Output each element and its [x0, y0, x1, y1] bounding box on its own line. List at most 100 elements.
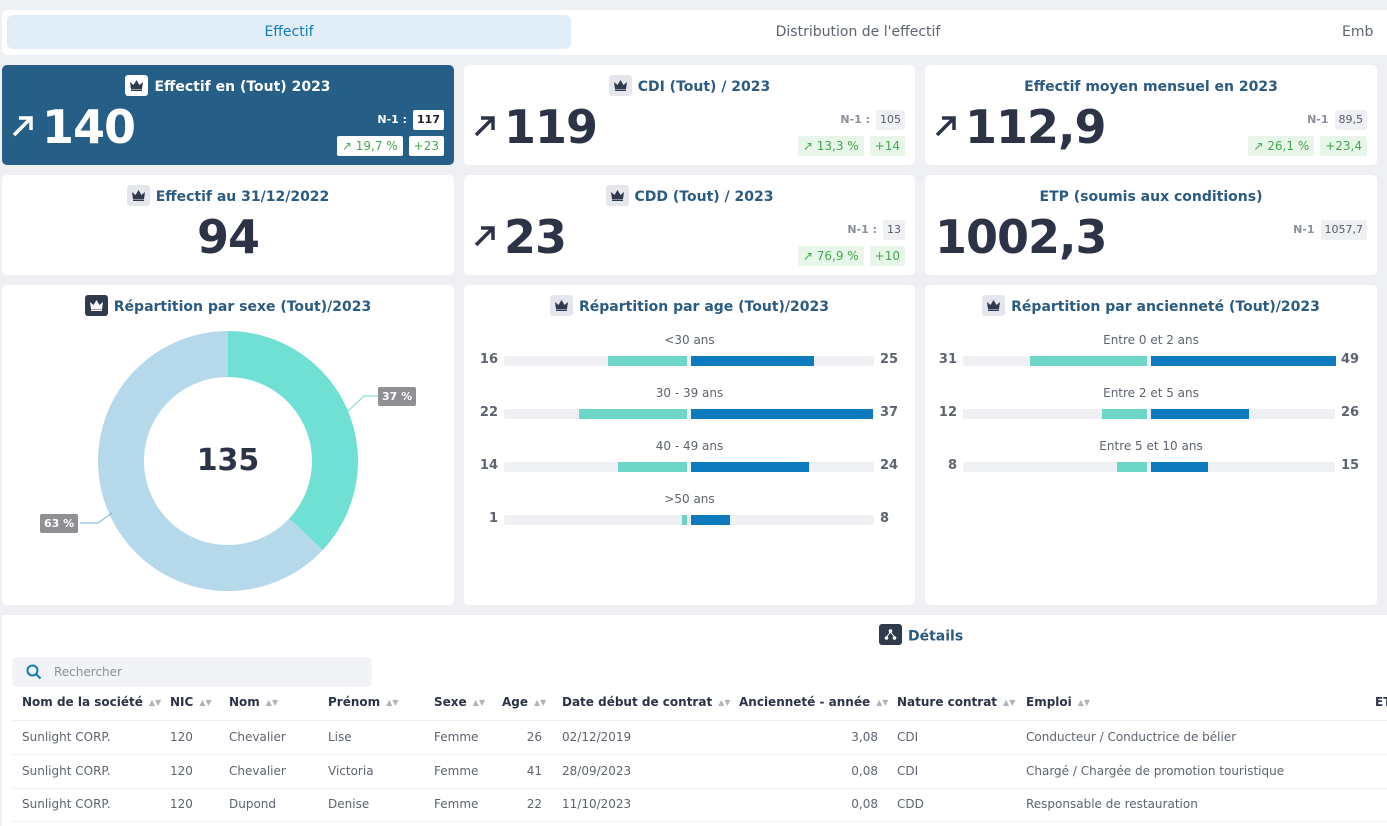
- donut-slice-femme[interactable]: [228, 331, 358, 550]
- kpi-value: 119: [472, 102, 598, 152]
- bar-homme[interactable]: [1151, 409, 1250, 419]
- n1-value: 89,5: [1334, 110, 1367, 130]
- bar-homme[interactable]: [691, 409, 873, 419]
- column-header-text: Emploi: [1026, 695, 1072, 709]
- kpi-title: CDD (Tout) / 2023: [464, 184, 915, 208]
- column-header[interactable]: Nom de la société ▲▼: [22, 695, 162, 709]
- column-header[interactable]: Prénom ▲▼: [328, 695, 399, 709]
- table-cell: 41: [526, 763, 542, 778]
- column-header[interactable]: Date début de contrat ▲▼: [562, 695, 731, 709]
- bar-femme[interactable]: [1029, 356, 1147, 366]
- slice-label-femme: 37 %: [378, 387, 417, 406]
- bar-homme[interactable]: [1151, 462, 1208, 472]
- table-cell: Victoria: [328, 763, 374, 778]
- sort-icon[interactable]: ▲▼: [876, 698, 889, 707]
- crown-icon: [126, 184, 150, 206]
- sort-icon[interactable]: ▲▼: [199, 698, 212, 707]
- arrow-up-right-icon: [935, 116, 956, 137]
- bar-homme[interactable]: [1151, 356, 1336, 366]
- table-cell: 28/09/2023: [562, 763, 632, 778]
- details-panel: Détails Nom de la société▲▼NIC▲▼Nom▲▼Pré…: [2, 615, 1387, 826]
- crown-icon: [84, 294, 108, 316]
- column-header[interactable]: Sexe ▲▼: [434, 695, 485, 709]
- row-divider: [12, 754, 1387, 755]
- kpi-card-etp: ETP (soumis aux conditions) 1002,3 N-1 10…: [925, 175, 1377, 275]
- bar-femme[interactable]: [1116, 462, 1147, 472]
- sort-icon[interactable]: ▲▼: [718, 698, 731, 707]
- column-header[interactable]: Nom ▲▼: [229, 695, 279, 709]
- kpi-deltas: ↗ 13,3 % +14: [792, 135, 905, 156]
- column-header[interactable]: Age ▲▼: [502, 695, 547, 709]
- tab-embauches[interactable]: Emb: [1342, 24, 1374, 40]
- sort-icon[interactable]: ▲▼: [148, 698, 162, 707]
- bar-group-label: <30 ans: [664, 333, 715, 347]
- bar-group-label: >50 ans: [664, 492, 715, 506]
- column-header[interactable]: Emploi ▲▼: [1026, 695, 1091, 709]
- search-input[interactable]: [54, 663, 354, 681]
- table-cell: 120: [170, 797, 193, 811]
- crown-icon: [549, 294, 573, 316]
- table-cell: Chevalier: [229, 730, 286, 744]
- kpi-n1: N-1 : 13: [847, 220, 905, 240]
- row-divider: [12, 821, 1387, 822]
- bar-femme[interactable]: [608, 356, 687, 366]
- delta-abs: +23: [408, 136, 444, 156]
- delta-pct-text: 76,9 %: [816, 249, 859, 263]
- arrow-up-right-icon: [12, 116, 33, 137]
- bar-track: [963, 356, 1335, 366]
- kpi-deltas: ↗ 26,1 % +23,4: [1242, 135, 1367, 156]
- kpi-title-text: Effectif en (Tout) 2023: [154, 79, 331, 95]
- kpi-value: 1002,3: [935, 210, 1108, 264]
- column-header[interactable]: NIC ▲▼: [170, 695, 212, 709]
- table-cell: Sunlight CORP.: [22, 763, 111, 778]
- column-header-text: Date début de contrat: [562, 695, 713, 709]
- donut-slice-homme[interactable]: [97, 331, 323, 591]
- kpi-card-effectif: Effectif en (Tout) 2023 140 N-1 : 117 ↗ 1…: [2, 65, 454, 165]
- sort-icon[interactable]: ▲▼: [265, 698, 279, 707]
- delta-abs: +14: [869, 136, 905, 156]
- crown-icon: [982, 294, 1006, 316]
- bar-track: [504, 515, 874, 525]
- column-header[interactable]: Ancienneté - année ▲▼: [739, 695, 889, 709]
- tab-distribution[interactable]: Distribution de l'effectif: [775, 24, 941, 40]
- bar-femme[interactable]: [682, 515, 687, 525]
- bar-homme[interactable]: [691, 356, 814, 366]
- bar-homme[interactable]: [691, 462, 810, 472]
- bar-homme[interactable]: [691, 515, 731, 525]
- table-cell: Lise: [328, 730, 352, 744]
- n1-label: N-1 :: [840, 113, 870, 126]
- bar-femme[interactable]: [578, 409, 687, 419]
- tab-effectif[interactable]: Effectif: [7, 15, 571, 49]
- bar-track: [963, 409, 1335, 419]
- kpi-title-text: Effectif au 31/12/2022: [155, 189, 330, 205]
- sort-icon[interactable]: ▲▼: [1003, 698, 1016, 707]
- value-homme: 8: [880, 511, 890, 526]
- crown-icon: [608, 74, 632, 96]
- column-header-text: Ancienneté - année: [739, 695, 871, 709]
- column-header-text: Age: [502, 695, 529, 709]
- table-cell: Femme: [434, 763, 479, 778]
- sort-icon[interactable]: ▲▼: [534, 698, 547, 707]
- search-box: [12, 657, 372, 687]
- value-femme: 1: [488, 511, 498, 526]
- bar-group-label: Entre 0 et 2 ans: [1103, 333, 1199, 347]
- table-cell: 02/12/2019: [562, 730, 632, 744]
- kpi-card-effectif-2022: Effectif au 31/12/2022 94: [2, 175, 454, 275]
- kpi-title-text: CDI (Tout) / 2023: [637, 79, 771, 95]
- sort-icon[interactable]: ▲▼: [472, 698, 485, 707]
- value-homme: 49: [1341, 352, 1360, 367]
- bar-femme[interactable]: [1101, 409, 1147, 419]
- value-femme: 31: [938, 352, 957, 367]
- column-header[interactable]: ET: [1375, 695, 1387, 709]
- delta-pct-text: 26,1 %: [1267, 139, 1310, 153]
- sort-icon[interactable]: ▲▼: [1077, 698, 1091, 707]
- table-cell: Chevalier: [229, 763, 286, 778]
- value-homme: 26: [1341, 405, 1360, 420]
- column-header[interactable]: Nature contrat ▲▼: [897, 695, 1016, 709]
- donut-leader-lines: [80, 395, 380, 524]
- bar-track: [963, 462, 1335, 472]
- bar-femme[interactable]: [618, 462, 687, 472]
- chart-title-text: Répartition par ancienneté (Tout)/2023: [1011, 299, 1320, 315]
- sort-icon[interactable]: ▲▼: [386, 698, 399, 707]
- table-cell: Chargé / Chargée de promotion touristiqu…: [1026, 763, 1285, 778]
